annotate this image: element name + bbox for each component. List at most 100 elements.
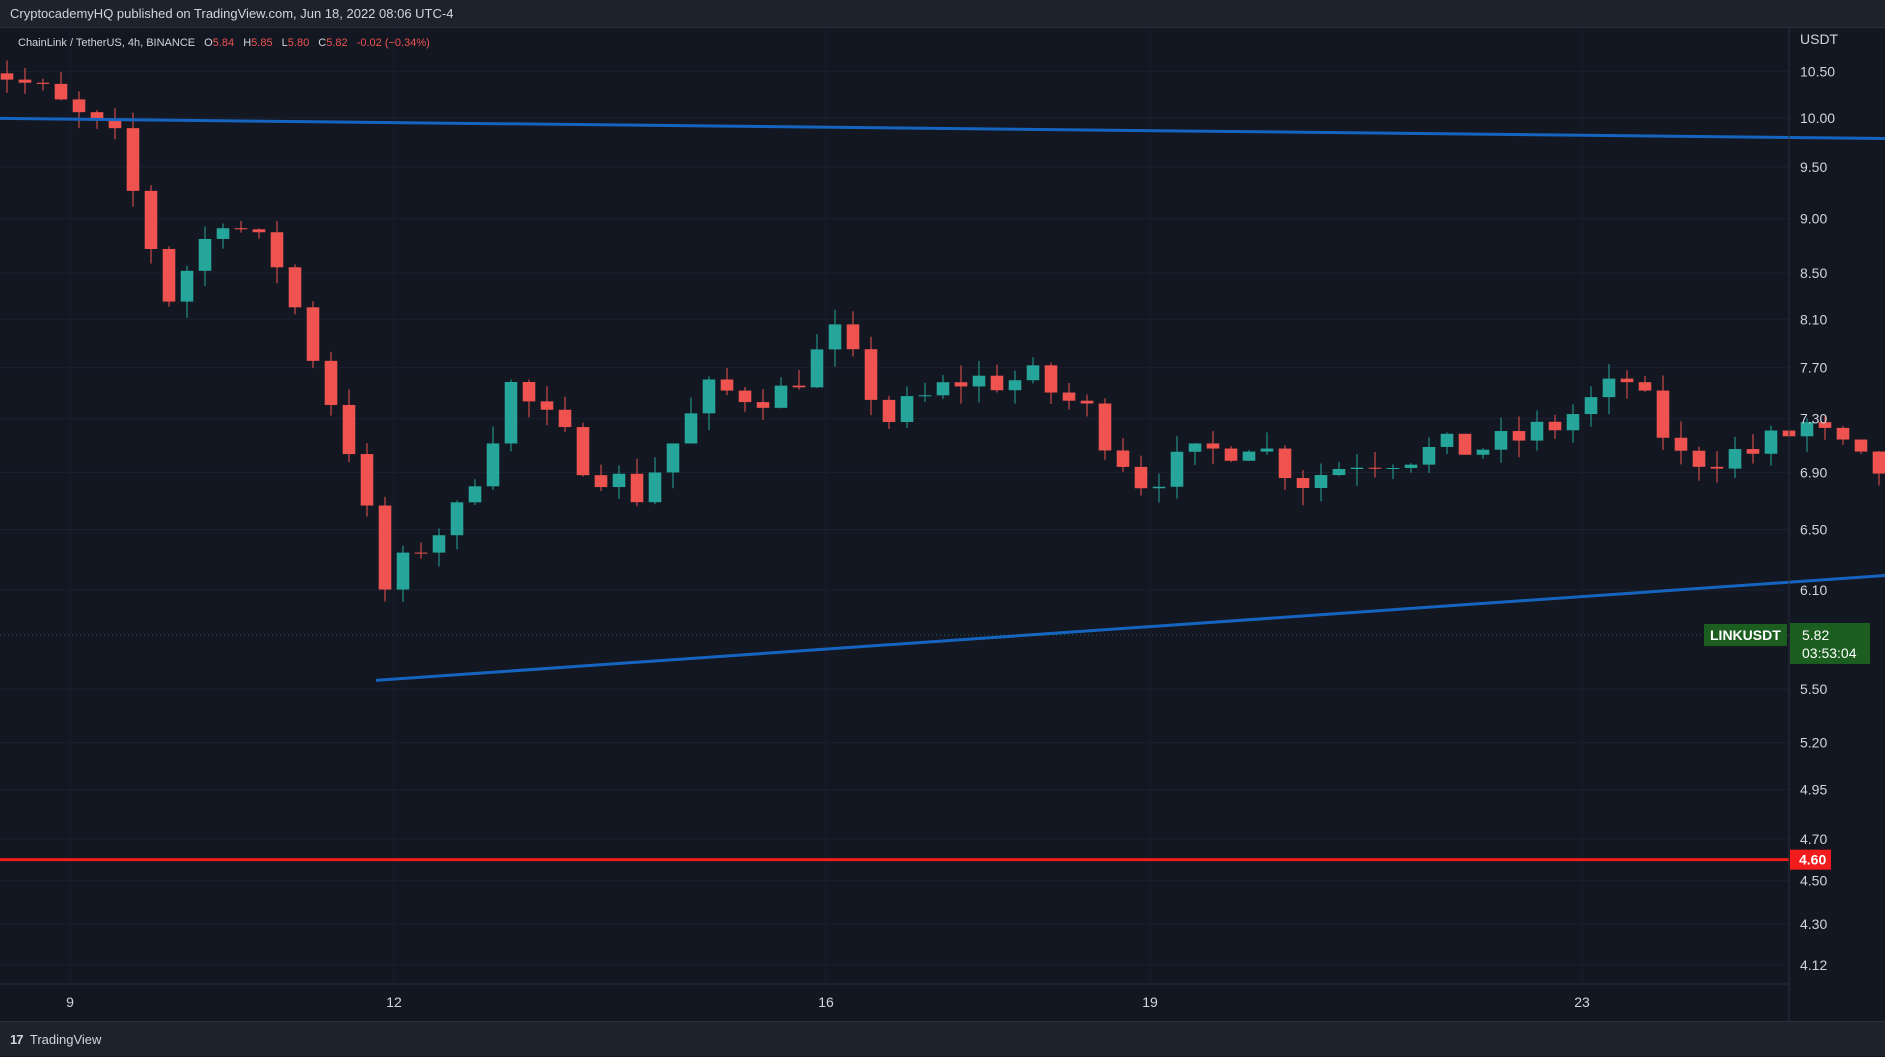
- candle-body: [1404, 464, 1418, 468]
- candle-body: [1458, 433, 1472, 455]
- candle-body: [756, 402, 770, 408]
- rising-support-line[interactable]: [375, 393, 1885, 682]
- candle-body: [1872, 451, 1885, 474]
- candle-body: [936, 382, 950, 396]
- publish-header: CryptocademyHQ published on TradingView.…: [0, 0, 1885, 28]
- candle-body: [990, 375, 1004, 391]
- candle-body: [486, 443, 500, 487]
- candle-body: [252, 229, 266, 233]
- candle-body: [720, 379, 734, 391]
- price-tick-label: 8.50: [1800, 265, 1827, 281]
- candle-body: [198, 238, 212, 271]
- candle-body: [1008, 380, 1022, 391]
- candle-body: [1530, 421, 1544, 441]
- candle-body: [1440, 433, 1454, 447]
- candle-body: [216, 228, 230, 239]
- candle-body: [1422, 446, 1436, 465]
- tradingview-logo-icon: 17: [10, 1032, 24, 1047]
- candle-body: [1044, 365, 1058, 393]
- candle-body: [594, 475, 608, 488]
- candle-body: [306, 307, 320, 361]
- candle-body: [1602, 378, 1616, 398]
- chart-background: [0, 28, 1885, 1021]
- price-chart[interactable]: USDT 10.50 10.00 9.50 9.00 8.50 8.10 7.70 7.30 6…: [0, 28, 1885, 1021]
- price-tick-label: 5.50: [1800, 681, 1827, 697]
- tradingview-brand: TradingView: [29, 1032, 102, 1047]
- price-tag-value: 5.82: [1802, 627, 1829, 643]
- last-price-tag: LINKUSDT 5.82 03:53:04: [0, 622, 1870, 664]
- candle-body: [1674, 437, 1688, 451]
- candle-body: [1638, 382, 1652, 391]
- candle-body: [1368, 467, 1382, 469]
- price-tick-label: 10.00: [1800, 110, 1835, 126]
- candles: [0, 60, 1885, 602]
- candle-body: [1854, 439, 1868, 452]
- time-axis[interactable]: 9121619232629Jun6913162023: [66, 994, 1885, 1010]
- candle-body: [792, 385, 806, 388]
- candle-body: [1080, 400, 1094, 404]
- candle-body: [1260, 448, 1274, 452]
- candle-body: [738, 390, 752, 403]
- candle-body: [36, 82, 50, 84]
- legend-h-value: 5.85: [251, 37, 272, 49]
- candle-body: [1314, 475, 1328, 488]
- price-tick-label: 10.50: [1800, 63, 1835, 79]
- candle-body: [162, 248, 176, 302]
- price-tick-label: 8.10: [1800, 311, 1827, 327]
- candle-body: [1026, 365, 1040, 381]
- candle-body: [378, 505, 392, 590]
- support-tag-value: 4.60: [1799, 852, 1826, 868]
- candle-body: [1620, 378, 1634, 383]
- candle-body: [18, 79, 32, 83]
- candle-body: [918, 395, 932, 397]
- candle-body: [234, 228, 248, 230]
- support-price-tag: 4.60: [1790, 849, 1831, 870]
- legend-l-value: 5.80: [288, 37, 309, 49]
- candle-body: [648, 472, 662, 503]
- upper-resistance-line[interactable]: [0, 116, 1885, 172]
- price-tick-label: 4.50: [1800, 873, 1827, 889]
- time-tick-label: 23: [1574, 994, 1590, 1010]
- candle-body: [288, 267, 302, 308]
- candle-body: [1764, 430, 1778, 454]
- candle-body: [414, 552, 428, 554]
- time-tick-label: 9: [66, 994, 74, 1010]
- candle-body: [774, 385, 788, 408]
- candle-body: [450, 502, 464, 536]
- candle-body: [72, 99, 86, 113]
- price-tick-label: 4.12: [1800, 957, 1827, 973]
- candle-body: [1800, 422, 1814, 437]
- candle-body: [1836, 427, 1850, 440]
- legend-o-label: O: [204, 37, 213, 49]
- candle-body: [1206, 443, 1220, 449]
- candle-body: [900, 396, 914, 422]
- candle-body: [432, 535, 446, 553]
- candle-body: [1116, 450, 1130, 467]
- price-axis-unit: USDT: [1800, 31, 1839, 47]
- candle-body: [1746, 449, 1760, 454]
- candle-body: [108, 120, 122, 129]
- candle-body: [1728, 449, 1742, 469]
- price-axis[interactable]: USDT 10.50 10.00 9.50 9.00 8.50 8.10 7.70 7.30 6…: [1800, 31, 1839, 973]
- price-tick-label: 4.95: [1800, 782, 1827, 798]
- candle-body: [1332, 469, 1346, 476]
- candle-body: [576, 427, 590, 476]
- price-tick-label: 7.30: [1800, 411, 1827, 427]
- candle-body: [810, 349, 824, 388]
- legend: ChainLink / TetherUS, 4h, BINANCE O5.84 …: [18, 37, 430, 49]
- price-tick-label: 4.30: [1800, 916, 1827, 932]
- price-tag-countdown: 03:53:04: [1802, 645, 1857, 661]
- drawings[interactable]: [0, 116, 1885, 862]
- candle-body: [684, 413, 698, 444]
- candle-body: [396, 552, 410, 590]
- price-tick-label: 9.50: [1800, 159, 1827, 175]
- legend-c-value: 5.82: [326, 37, 347, 49]
- time-tick-label: 19: [1142, 994, 1158, 1010]
- candle-body: [612, 473, 626, 488]
- symbol-tag: [1704, 623, 1787, 646]
- candle-body: [1566, 414, 1580, 431]
- price-tick-label: 6.10: [1800, 582, 1827, 598]
- price-tick-label: 7.70: [1800, 360, 1827, 376]
- candle-body: [90, 112, 104, 121]
